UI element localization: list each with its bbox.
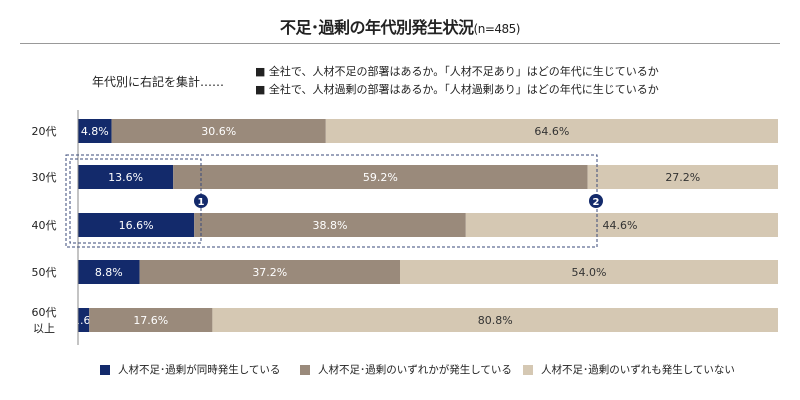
chart-title: 不足･過剰の年代別発生状況(n=485) [0,14,800,38]
category-label: 20代 [32,125,57,138]
legend-item-both: 人材不足･過剰が同時発生している [100,362,280,377]
marker-number: 1 [198,197,205,208]
category-label: 50代 [32,266,57,279]
title-divider [20,43,780,44]
bar-segment [212,308,778,332]
bar-segment [78,213,195,237]
bar-segment [78,260,140,284]
bar-segment [78,308,90,332]
data-label: 17.6% [133,314,168,327]
data-label: 54.0% [572,266,607,279]
legend-label: 人材不足･過剰のいずれも発生していない [541,364,735,376]
data-label: 30.6% [201,125,236,138]
sample-size: (n=485) [473,22,521,36]
data-label: 8.8% [95,266,123,279]
category-label: 30代 [32,171,57,184]
data-label: 13.6% [108,171,143,184]
data-label: 38.8% [313,219,348,232]
note-surplus: ■ 全社で、人材過剰の部署はあるか。「人材過剰あり」はどの年代に生じているか [255,83,659,96]
legend-item-neither: 人材不足･過剰のいずれも発生していない [523,362,735,377]
marker-circle [194,194,208,208]
bar-segment [78,165,174,189]
bar-segment [139,260,400,284]
marker-circle [589,194,603,208]
legend-swatch [300,364,310,375]
legend-swatch [523,364,533,375]
data-label: 27.2% [665,171,700,184]
legend-label: 人材不足･過剰が同時発生している [118,364,281,376]
bar-segment [194,213,466,237]
legend-label: 人材不足･過剰のいずれかが発生している [318,364,512,376]
data-label: 37.2% [252,266,287,279]
data-label: 64.6% [534,125,569,138]
category-label: 以上 [33,322,55,335]
data-label: 59.2% [363,171,398,184]
data-label: 44.6% [603,219,638,232]
bar-segment [173,165,588,189]
notes: ■ 全社で、人材不足の部署はあるか。「人材不足あり」はどの年代に生じているか ■… [255,63,659,99]
bar-segment [587,165,778,189]
title-text: 不足･過剰の年代別発生状況 [280,18,474,37]
category-label: 60代 [32,306,57,319]
data-label: 80.8% [478,314,513,327]
note-shortage: ■ 全社で、人材不足の部署はあるか。「人材不足あり」はどの年代に生じているか [255,65,659,78]
lead-text: 年代別に右記を集計…… [92,75,225,89]
legend-item-either: 人材不足･過剰のいずれかが発生している [300,362,512,377]
bar-segment [89,308,213,332]
bar-segment [78,119,112,143]
data-label: 16.6% [119,219,154,232]
bar-segment [400,260,778,284]
bar-segment [465,213,778,237]
bar-segment [325,119,778,143]
data-label: 4.8% [81,125,109,138]
marker-number: 2 [593,197,600,208]
legend-swatch [100,364,110,375]
bar-segment [111,119,326,143]
category-label: 40代 [32,219,57,232]
